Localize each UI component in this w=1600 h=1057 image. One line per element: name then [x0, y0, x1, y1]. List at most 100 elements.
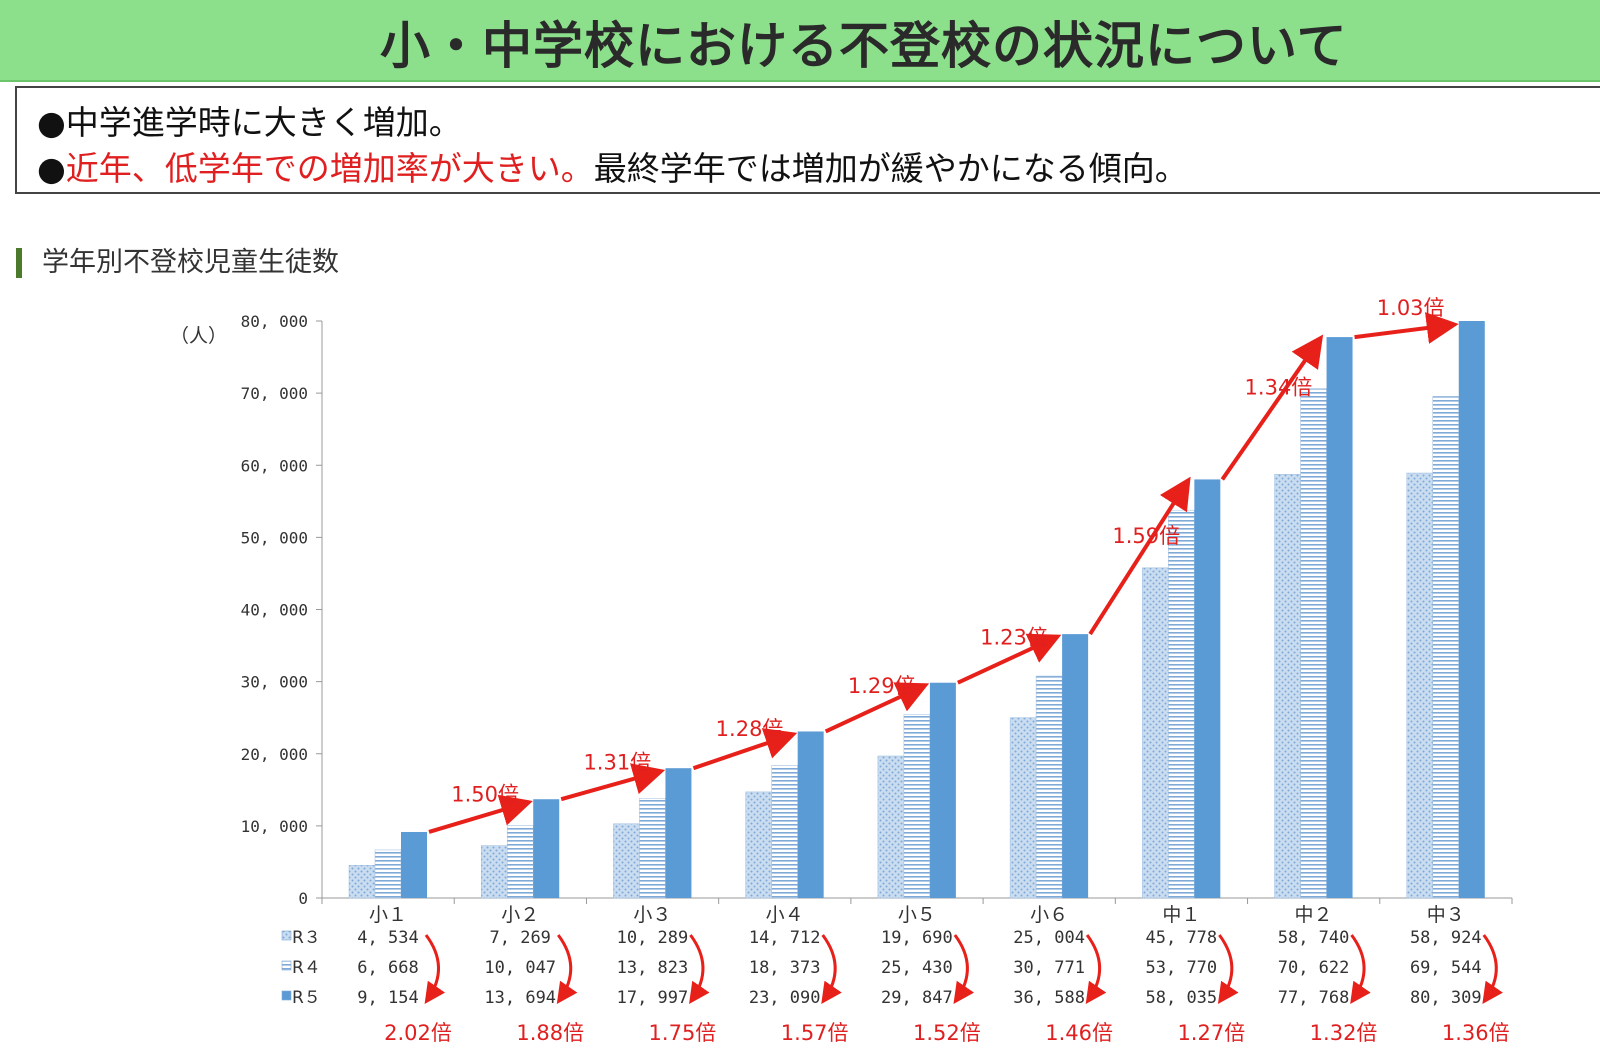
category-label: 小６	[1030, 904, 1068, 926]
yoy-curve-arrow	[1217, 934, 1239, 1004]
bar-r3	[613, 823, 640, 899]
table-value: 13, 694	[484, 988, 556, 1008]
y-tick-label: 30, 000	[241, 673, 308, 692]
bar-r5	[797, 731, 824, 898]
bar-r4	[1168, 509, 1195, 899]
growth-arrow	[560, 763, 666, 802]
legend-swatch	[281, 960, 292, 971]
y-tick-label: 80, 000	[241, 312, 308, 331]
category-label: 中３	[1427, 904, 1465, 926]
table-value: 58, 740	[1278, 928, 1350, 948]
grade-ratio-label: 1.34倍	[1245, 375, 1313, 399]
summary-highlight-text: 近年、低学年での増加率が大きい。	[65, 149, 594, 188]
growth-arrow	[428, 794, 533, 834]
yoy-ratio-label: 1.75倍	[649, 1021, 717, 1045]
category-label: 小２	[501, 904, 539, 926]
table-value: 10, 047	[484, 958, 556, 978]
section-heading: 学年別不登校児童生徒数	[16, 248, 339, 278]
grade-ratio-label: 1.23倍	[980, 625, 1048, 649]
category-label: 小４	[766, 904, 804, 926]
grade-ratio-label: 1.03倍	[1377, 296, 1445, 320]
yoy-ratio-label: 1.88倍	[516, 1021, 584, 1045]
category-label: 中２	[1295, 904, 1333, 926]
growth-arrow	[824, 682, 930, 734]
table-value: 69, 544	[1410, 958, 1482, 978]
table-value: 19, 690	[881, 928, 953, 948]
bar-r3	[480, 845, 508, 899]
grade-ratio-label: 1.29倍	[848, 674, 916, 698]
table-value: 29, 847	[881, 988, 953, 1008]
table-value: 9, 154	[357, 988, 418, 1008]
yoy-curve-arrow	[953, 934, 975, 1004]
y-unit-label: （人）	[170, 325, 227, 347]
grade-ratio-label: 1.31倍	[583, 751, 651, 775]
summary-text: 最終学年では増加が緩やかになる傾向。	[593, 149, 1188, 188]
bar-r3	[1009, 717, 1037, 899]
bar-r5	[1458, 321, 1485, 898]
bar-r4	[1035, 675, 1063, 899]
y-tick-label: 70, 000	[241, 384, 308, 403]
page-title: 小・中学校における不登校の状況について	[380, 17, 1348, 75]
y-tick-label: 0	[298, 889, 308, 908]
y-tick-label: 20, 000	[241, 745, 308, 764]
legend-label: R５	[292, 988, 321, 1008]
bar-r4	[1300, 388, 1327, 899]
yoy-ratio-label: 1.27倍	[1177, 1021, 1245, 1045]
bar-r3	[1406, 472, 1434, 899]
bar-r5	[665, 768, 692, 898]
bar-r5	[929, 682, 956, 898]
yoy-ratio-label: 2.02倍	[384, 1021, 452, 1045]
bar-r5	[1326, 337, 1353, 899]
bar-r5	[401, 831, 427, 898]
yoy-curve-arrow	[1482, 934, 1503, 1004]
yoy-curve-arrow	[689, 934, 710, 1004]
summary-text: 中学進学時に大きく増加。	[65, 103, 462, 142]
table-value: 13, 823	[617, 958, 689, 978]
table-value: 23, 090	[749, 988, 821, 1008]
table-value: 30, 771	[1013, 958, 1085, 978]
category-label: 小５	[898, 904, 936, 926]
y-tick-label: 10, 000	[241, 817, 308, 836]
table-value: 70, 622	[1278, 958, 1350, 978]
table-value: 77, 768	[1278, 988, 1350, 1008]
category-label: 小３	[633, 904, 671, 926]
growth-arrow	[1088, 476, 1191, 636]
growth-arrow	[692, 728, 798, 771]
category-label: 小１	[369, 904, 407, 926]
yoy-curve-arrow	[1350, 934, 1371, 1004]
bar-r5	[1062, 634, 1089, 898]
table-value: 6, 668	[357, 958, 418, 978]
bar-r3	[877, 755, 905, 899]
yoy-ratio-label: 1.36倍	[1442, 1021, 1510, 1045]
legend-swatch	[281, 930, 292, 941]
table-value: 7, 269	[490, 928, 551, 948]
bar-r5	[533, 799, 560, 898]
yoy-ratio-label: 1.46倍	[1045, 1021, 1113, 1045]
growth-arrow	[1354, 312, 1459, 344]
legend-swatch	[281, 990, 292, 1001]
yoy-ratio-label: 1.52倍	[913, 1021, 981, 1045]
legend-label: R３	[292, 928, 321, 948]
y-tick-label: 60, 000	[241, 456, 308, 475]
bar-r3	[1274, 474, 1301, 899]
yoy-ratio-label: 1.32倍	[1310, 1021, 1378, 1045]
yoy-curve-arrow	[1085, 934, 1107, 1004]
title-bar: 小・中学校における不登校の状況について	[0, 0, 1600, 82]
bar-r3	[348, 865, 376, 899]
table-value: 58, 924	[1410, 928, 1482, 948]
bar-r4	[771, 765, 798, 899]
table-value: 80, 309	[1410, 988, 1482, 1008]
grade-ratio-label: 1.28倍	[716, 717, 784, 741]
yoy-ratio-label: 1.57倍	[781, 1021, 849, 1045]
bar-r3	[1142, 567, 1169, 899]
table-value: 36, 588	[1013, 988, 1085, 1008]
growth-arrow	[1220, 334, 1324, 481]
table-value: 4, 534	[357, 928, 418, 948]
y-tick-label: 50, 000	[241, 528, 308, 547]
table-value: 25, 430	[881, 958, 953, 978]
growth-arrow	[957, 633, 1062, 685]
bar-r4	[639, 798, 666, 899]
yoy-curve-arrow	[556, 934, 578, 1004]
summary-line-1: ●中学進学時に大きく増加。	[37, 96, 462, 144]
